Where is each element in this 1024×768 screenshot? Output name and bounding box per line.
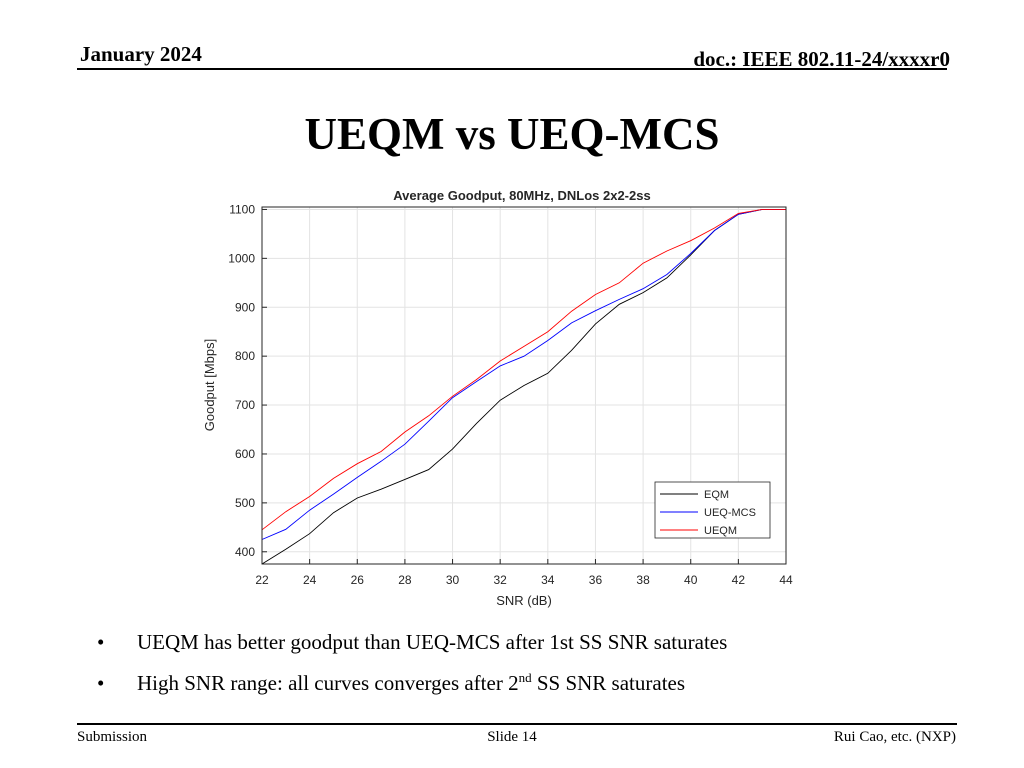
x-tick-label: 38	[636, 573, 650, 587]
bullet-list: • UEQM has better goodput than UEQ-MCS a…	[97, 630, 727, 710]
series-line-eqm	[261, 208, 786, 565]
bullet-marker: •	[97, 671, 105, 695]
x-tick-label: 22	[255, 573, 269, 587]
x-tick-label: 42	[732, 573, 746, 587]
bullet-text: High SNR range: all curves converges aft…	[137, 670, 685, 696]
y-axis-label: Goodput [Mbps]	[202, 339, 217, 432]
header-date: January 2024	[80, 42, 202, 66]
x-tick-label: 24	[303, 573, 317, 587]
goodput-chart: Average Goodput, 80MHz, DNLos 2x2-2ss 22…	[202, 188, 793, 608]
slide-title: UEQM vs UEQ-MCS	[304, 109, 720, 159]
legend-label-ueqm: UEQM	[704, 525, 737, 537]
x-axis-label: SNR (dB)	[496, 593, 552, 608]
bullet-item: • UEQM has better goodput than UEQ-MCS a…	[97, 630, 727, 670]
legend-label-ueq-mcs: UEQ-MCS	[704, 507, 756, 519]
legend-label-eqm: EQM	[704, 489, 729, 501]
footer-author: Rui Cao, etc. (NXP)	[833, 729, 956, 745]
y-tick-label: 500	[235, 496, 255, 510]
y-tick-label: 600	[235, 447, 255, 461]
y-tick-label: 800	[235, 349, 255, 363]
y-tick-label: 900	[235, 300, 255, 314]
chart-ticks: 22 24 26 28 30 32 34 36 38 40 42 44 400 500 600 700 800 9…	[228, 202, 793, 587]
bullet-text-part: SS SNR saturates	[531, 671, 686, 695]
x-tick-label: 32	[494, 573, 508, 587]
bullet-marker: •	[97, 630, 105, 654]
x-tick-label: 28	[398, 573, 412, 587]
bullet-superscript: nd	[518, 670, 532, 685]
header-divider	[77, 68, 947, 70]
footer-slide-number: Slide 14	[487, 729, 537, 745]
chart-series	[261, 208, 786, 565]
x-tick-label: 36	[589, 573, 603, 587]
bullet-item: • High SNR range: all curves converges a…	[97, 670, 727, 710]
header-doc-id: doc.: IEEE 802.11-24/xxxxr0	[693, 47, 950, 71]
series-line-ueqm	[261, 208, 786, 531]
chart-title: Average Goodput, 80MHz, DNLos 2x2-2ss	[393, 188, 650, 203]
legend-box	[654, 481, 771, 539]
x-tick-label: 44	[779, 573, 793, 587]
y-tick-label: 700	[235, 398, 255, 412]
chart-legend: EQM UEQ-MCS UEQM	[654, 481, 771, 539]
y-tick-label: 1100	[229, 202, 255, 216]
x-tick-label: 26	[351, 573, 365, 587]
bullet-text: UEQM has better goodput than UEQ-MCS aft…	[137, 630, 728, 654]
series-line-ueq-mcs	[261, 208, 786, 540]
plot-frame	[261, 206, 787, 565]
x-tick-label: 30	[446, 573, 460, 587]
x-tick-label: 34	[541, 573, 555, 587]
footer-divider	[77, 723, 957, 725]
x-tick-label: 40	[684, 573, 698, 587]
footer-submission: Submission	[77, 729, 148, 745]
y-tick-label: 400	[235, 545, 255, 559]
y-tick-label: 1000	[228, 251, 255, 265]
bullet-text-part: High SNR range: all curves converges aft…	[137, 671, 519, 695]
